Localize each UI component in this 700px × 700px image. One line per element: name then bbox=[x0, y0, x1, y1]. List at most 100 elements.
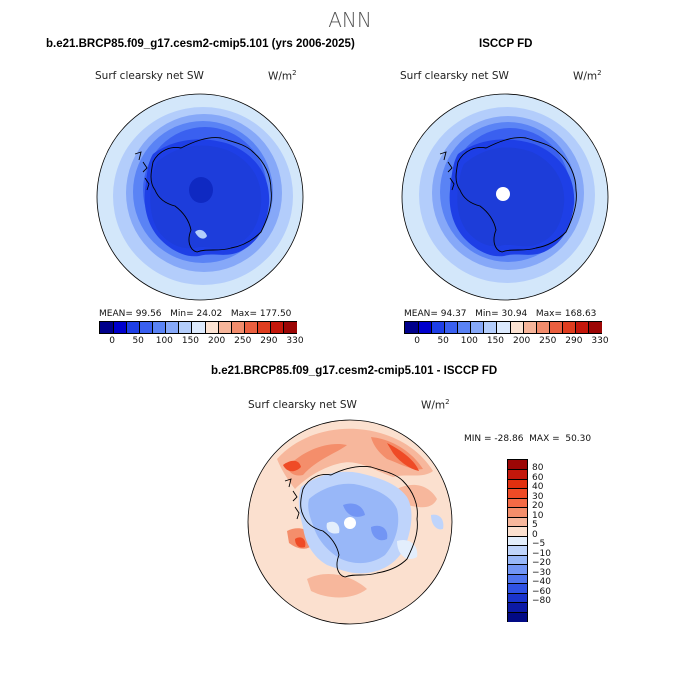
polar-map-model bbox=[96, 93, 304, 301]
units-label-model: W/m2 bbox=[268, 69, 297, 83]
colorbar-tick-label: 330 bbox=[286, 336, 304, 346]
colorbar-diff bbox=[507, 459, 528, 623]
units-label-obs: W/m2 bbox=[573, 69, 602, 83]
colorbar-tick-label: 330 bbox=[591, 336, 609, 346]
colorbar-obs bbox=[404, 321, 603, 334]
colorbar-tick-label: −5 bbox=[532, 539, 546, 550]
colorbar-swatch bbox=[152, 322, 167, 333]
colorbar-tick-label: −40 bbox=[532, 577, 551, 588]
colorbar-tick-label: −20 bbox=[532, 558, 551, 569]
stats-obs: MEAN= 94.37 Min= 30.94 Max= 168.63 bbox=[404, 309, 597, 319]
colorbar-swatch bbox=[470, 322, 485, 333]
colorbar-tick-label: 100 bbox=[460, 336, 478, 346]
colorbar-tick-label: −30 bbox=[532, 567, 551, 578]
colorbar-swatch bbox=[113, 322, 128, 333]
colorbar-tick-label: 0 bbox=[109, 336, 115, 346]
colorbar-tick-label: 40 bbox=[532, 482, 544, 493]
colorbar-tick-label: −10 bbox=[532, 548, 551, 559]
colorbar-swatch bbox=[100, 322, 114, 333]
colorbar-swatch bbox=[217, 322, 233, 333]
colorbar-swatch bbox=[509, 322, 525, 333]
colorbar-tick-label: 5 bbox=[532, 520, 538, 531]
stats-diff: MIN = -28.86 MAX = 50.30 bbox=[464, 434, 592, 444]
colorbar-swatch bbox=[508, 583, 527, 595]
colorbar-labels-model: 0 50 100 150 200 250 290 330 bbox=[99, 336, 303, 348]
colorbar-labels-diff: 80 60 40 30 20 10 5 0 −5 −10 −20 −30 −40 −60 −80 bbox=[532, 459, 572, 622]
colorbar-swatch bbox=[508, 507, 527, 519]
colorbar-swatch bbox=[508, 460, 527, 470]
colorbar-tick-label: 80 bbox=[532, 463, 544, 474]
colorbar-tick-label: 150 bbox=[486, 336, 505, 346]
colorbar-swatch bbox=[508, 573, 527, 585]
colorbar-tick-label: 290 bbox=[260, 336, 278, 346]
variable-label-model: Surf clearsky net SW bbox=[95, 70, 204, 82]
colorbar-swatch bbox=[230, 322, 246, 333]
colorbar-swatch bbox=[508, 611, 527, 623]
colorbar-swatch bbox=[508, 564, 527, 576]
colorbar-swatch bbox=[178, 322, 193, 333]
colorbar-swatch bbox=[444, 322, 459, 333]
colorbar-labels-obs: 0 50 100 150 200 250 290 330 bbox=[404, 336, 608, 348]
colorbar-swatch bbox=[165, 322, 180, 333]
panel-title-model: b.e21.BRCP85.f09_g17.cesm2-cmip5.101 (yr… bbox=[46, 38, 355, 50]
colorbar-tick-label: −60 bbox=[532, 586, 551, 597]
colorbar-swatch bbox=[587, 322, 603, 333]
colorbar-swatch bbox=[405, 322, 419, 333]
colorbar-tick-label: 200 bbox=[208, 336, 226, 346]
panel-title-obs: ISCCP FD bbox=[479, 38, 533, 50]
colorbar-swatch bbox=[508, 602, 527, 614]
colorbar-swatch bbox=[243, 322, 259, 333]
colorbar-swatch bbox=[483, 322, 498, 333]
colorbar-swatch bbox=[508, 469, 527, 481]
colorbar-tick-label: 10 bbox=[532, 510, 544, 521]
colorbar-tick-label: 150 bbox=[181, 336, 200, 346]
colorbar-tick-label: 200 bbox=[513, 336, 531, 346]
colorbar-tick-label: 0 bbox=[532, 529, 538, 540]
colorbar-swatch bbox=[508, 526, 527, 538]
colorbar-tick-label: 290 bbox=[565, 336, 583, 346]
colorbar-swatch bbox=[418, 322, 433, 333]
colorbar-swatch bbox=[508, 592, 527, 604]
colorbar-tick-label: 50 bbox=[132, 336, 144, 346]
colorbar-swatch bbox=[535, 322, 551, 333]
colorbar-tick-label: 20 bbox=[532, 501, 544, 512]
colorbar-swatch bbox=[508, 554, 527, 566]
units-label-diff: W/m2 bbox=[421, 398, 450, 412]
colorbar-swatch bbox=[508, 545, 527, 557]
colorbar-swatch bbox=[126, 322, 141, 333]
variable-label-diff: Surf clearsky net SW bbox=[248, 399, 357, 411]
colorbar-swatch bbox=[191, 322, 207, 333]
colorbar-model bbox=[99, 321, 298, 334]
colorbar-swatch bbox=[508, 516, 527, 528]
colorbar-swatch bbox=[508, 497, 527, 509]
panel-title-diff: b.e21.BRCP85.f09_g17.cesm2-cmip5.101 - I… bbox=[211, 365, 498, 377]
stats-model: MEAN= 99.56 Min= 24.02 Max= 177.50 bbox=[99, 309, 292, 319]
colorbar-tick-label: −80 bbox=[532, 596, 551, 607]
colorbar-swatch bbox=[508, 488, 527, 500]
colorbar-tick-label: 250 bbox=[539, 336, 557, 346]
colorbar-swatch bbox=[139, 322, 154, 333]
colorbar-tick-label: 250 bbox=[234, 336, 252, 346]
colorbar-tick-label: 0 bbox=[414, 336, 420, 346]
colorbar-swatch bbox=[548, 322, 564, 333]
polar-map-diff bbox=[247, 419, 453, 625]
colorbar-swatch bbox=[282, 322, 298, 333]
colorbar-swatch bbox=[508, 478, 527, 490]
polar-map-obs bbox=[401, 93, 609, 301]
colorbar-swatch bbox=[508, 535, 527, 547]
colorbar-swatch bbox=[256, 322, 272, 333]
colorbar-swatch bbox=[561, 322, 577, 333]
page-title: ANN bbox=[328, 8, 372, 32]
colorbar-swatch bbox=[457, 322, 472, 333]
colorbar-swatch bbox=[431, 322, 446, 333]
colorbar-tick-label: 30 bbox=[532, 491, 544, 502]
colorbar-swatch bbox=[574, 322, 590, 333]
variable-label-obs: Surf clearsky net SW bbox=[400, 70, 509, 82]
colorbar-swatch bbox=[204, 322, 220, 333]
colorbar-tick-label: 60 bbox=[532, 472, 544, 483]
colorbar-swatch bbox=[522, 322, 538, 333]
colorbar-swatch bbox=[496, 322, 512, 333]
colorbar-tick-label: 50 bbox=[437, 336, 449, 346]
colorbar-tick-label: 100 bbox=[155, 336, 173, 346]
colorbar-swatch bbox=[269, 322, 285, 333]
